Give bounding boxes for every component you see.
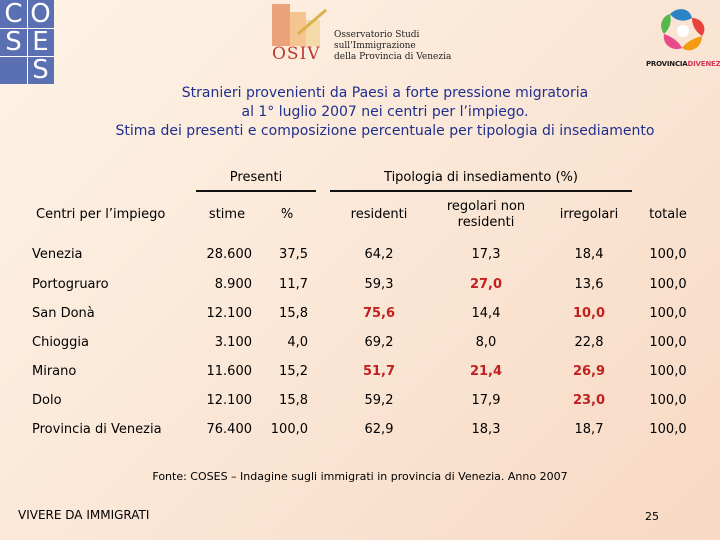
cell-reg: 21,4 [469,364,503,379]
cell-pct: 15,8 [279,306,308,321]
cell-stime: 3.100 [214,335,252,350]
cell-pct: 100,0 [270,422,308,437]
rule-tipologia [330,190,632,192]
cell-irr: 13,6 [574,277,604,292]
cell-stime: 11.600 [206,364,253,379]
slide-title: Stranieri provenienti da Paesi a forte p… [60,84,710,141]
cell-pct: 15,2 [279,364,308,379]
osiv-mark-icon [272,4,327,46]
cell-name: Provincia di Venezia [32,422,162,437]
cell-irr: 23,0 [572,393,606,408]
cell-reg: 17,9 [471,393,501,408]
col-header-totale: totale [649,207,687,222]
cell-res: 62,9 [364,422,394,437]
cell-pct: 15,8 [279,393,308,408]
cell-irr: 18,4 [574,247,604,262]
cell-name: Venezia [32,247,83,262]
coses-letter-c: C [4,0,23,29]
coses-letter-s2: S [32,55,49,85]
osiv-wordmark: OSIV [272,44,321,64]
cell-res: 51,7 [362,364,396,379]
coses-logo: C O S E S [0,0,54,84]
source-note: Fonte: COSES – Indagine sugli immigrati … [152,470,568,483]
cell-stime: 12.100 [206,393,253,408]
page-number: 25 [645,510,659,523]
group-header-tipologia: Tipologia di insediamento (%) [384,170,578,185]
provincia-emblem-icon [661,9,705,51]
cell-stime: 28.600 [206,247,253,262]
group-header-presenti: Presenti [229,170,283,185]
cell-name: Mirano [32,364,77,379]
cell-reg: 14,4 [471,306,501,321]
col-header-centri: Centri per l’impiego [36,207,166,222]
col-header-pct: % [280,207,294,222]
provincia-label: PROVINCIADIVENEZIA [646,60,720,68]
cell-res: 69,2 [364,335,394,350]
cell-tot: 100,0 [649,306,687,321]
cell-pct: 37,5 [279,247,308,262]
coses-letter-e: E [32,27,49,57]
cell-reg: 27,0 [469,277,503,292]
col-header-residenti: residenti [350,207,408,222]
cell-res: 59,3 [364,277,394,292]
cell-stime: 76.400 [206,422,253,437]
cell-tot: 100,0 [649,393,687,408]
col-header-irregolari: irregolari [559,207,619,222]
cell-name: Portogruaro [32,277,109,292]
cell-irr: 10,0 [572,306,606,321]
coses-letter-o: O [30,0,51,29]
coses-letter-s: S [5,27,22,57]
cell-tot: 100,0 [649,247,687,262]
cell-res: 59,2 [364,393,394,408]
cell-name: Dolo [32,393,62,408]
osiv-caption: Osservatorio Studi sull'Immigrazione del… [334,30,452,62]
cell-tot: 100,0 [649,364,687,379]
cell-res: 75,6 [362,306,396,321]
rule-presenti [196,190,316,192]
cell-pct: 11,7 [279,277,308,292]
title-line-3: Stima dei presenti e composizione percen… [115,123,655,139]
cell-tot: 100,0 [649,277,687,292]
cell-reg: 18,3 [471,422,501,437]
cell-stime: 8.900 [214,277,252,292]
cell-tot: 100,0 [649,422,687,437]
cell-name: Chioggia [32,335,89,350]
cell-reg: 8,0 [475,335,497,350]
col-header-regolari: regolari non residenti [446,199,526,230]
cell-irr: 18,7 [574,422,604,437]
col-header-stime: stime [208,207,246,222]
title-line-1: Stranieri provenienti da Paesi a forte p… [181,85,589,101]
cell-res: 64,2 [364,247,394,262]
cell-name: San Donà [32,306,95,321]
cell-pct: 4,0 [287,335,308,350]
cell-irr: 22,8 [574,335,604,350]
cell-reg: 17,3 [471,247,501,262]
osiv-logo: OSIV Osservatorio Studi sull'Immigrazion… [268,4,451,68]
cell-tot: 100,0 [649,335,687,350]
footer-title: VIVERE DA IMMIGRATI [18,508,150,522]
title-line-2: al 1° luglio 2007 nei centri per l’impie… [241,104,529,120]
cell-irr: 26,9 [572,364,606,379]
cell-stime: 12.100 [206,306,253,321]
provincia-logo: PROVINCIADIVENEZIA [646,4,720,72]
